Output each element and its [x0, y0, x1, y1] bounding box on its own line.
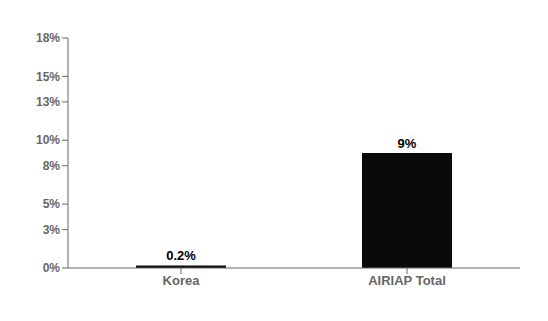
svg-text:Korea: Korea	[163, 273, 201, 288]
svg-text:5%: 5%	[43, 197, 61, 211]
svg-text:8%: 8%	[43, 159, 61, 173]
svg-text:3%: 3%	[43, 223, 61, 237]
svg-text:13%: 13%	[36, 95, 60, 109]
svg-text:0.2%: 0.2%	[166, 248, 196, 263]
svg-text:10%: 10%	[36, 133, 60, 147]
svg-text:AIRIAP Total: AIRIAP Total	[368, 273, 446, 288]
svg-text:0%: 0%	[43, 261, 61, 275]
svg-text:15%: 15%	[36, 70, 60, 84]
svg-text:9%: 9%	[398, 136, 417, 151]
svg-text:18%: 18%	[36, 31, 60, 45]
